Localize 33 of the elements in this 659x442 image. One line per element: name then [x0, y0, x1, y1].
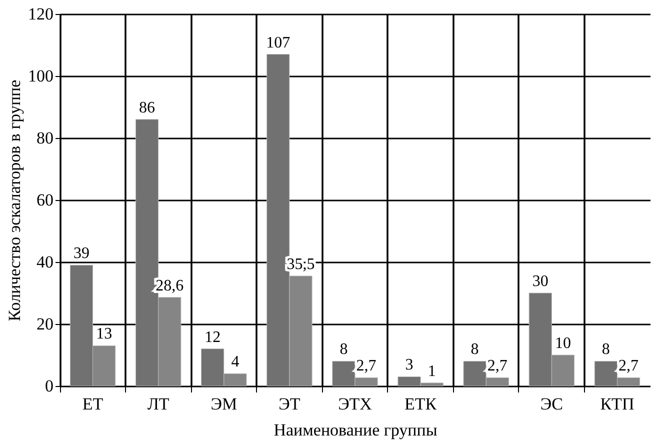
- x-tick-label: ЭТХ: [338, 394, 372, 414]
- x-tick-label: КТП: [600, 394, 634, 414]
- data-label: 1: [428, 362, 436, 380]
- x-tick-label: ЭС: [540, 394, 563, 414]
- y-tick-label: 80: [36, 128, 54, 148]
- data-label: 107: [266, 34, 290, 52]
- data-label: 4: [231, 354, 240, 371]
- data-label: 13: [96, 326, 112, 343]
- y-tick-label: 20: [36, 314, 54, 334]
- data-label: 10: [554, 335, 571, 352]
- data-label: 8: [602, 341, 610, 358]
- data-label: 2,7: [356, 358, 376, 375]
- x-tick-label: ЕТ: [82, 394, 104, 414]
- data-label: 86: [139, 99, 156, 116]
- x-tick-label: ЭТ: [278, 394, 301, 414]
- y-tick-label: 40: [36, 252, 54, 272]
- data-label: 12: [204, 328, 221, 346]
- data-label: 8: [340, 341, 348, 358]
- data-label: 39: [73, 245, 90, 262]
- data-label: 30: [532, 273, 548, 290]
- y-tick-label: 0: [45, 376, 54, 396]
- y-axis-title: Количество эскалаторов в группе: [5, 80, 24, 322]
- y-tick-label: 120: [28, 4, 54, 24]
- x-tick-label: ЕТК: [404, 394, 438, 414]
- x-tick-label: ЛТ: [147, 394, 170, 414]
- y-tick-label: 100: [28, 66, 54, 86]
- data-label: 2,7: [618, 358, 639, 375]
- y-tick-label: 60: [36, 190, 54, 210]
- x-axis-title: Наименование группы: [274, 420, 438, 440]
- data-label: 2,7: [487, 358, 508, 375]
- x-tick-label: ЭМ: [210, 394, 238, 414]
- data-label: 8: [470, 341, 479, 358]
- data-label: 3: [405, 356, 414, 374]
